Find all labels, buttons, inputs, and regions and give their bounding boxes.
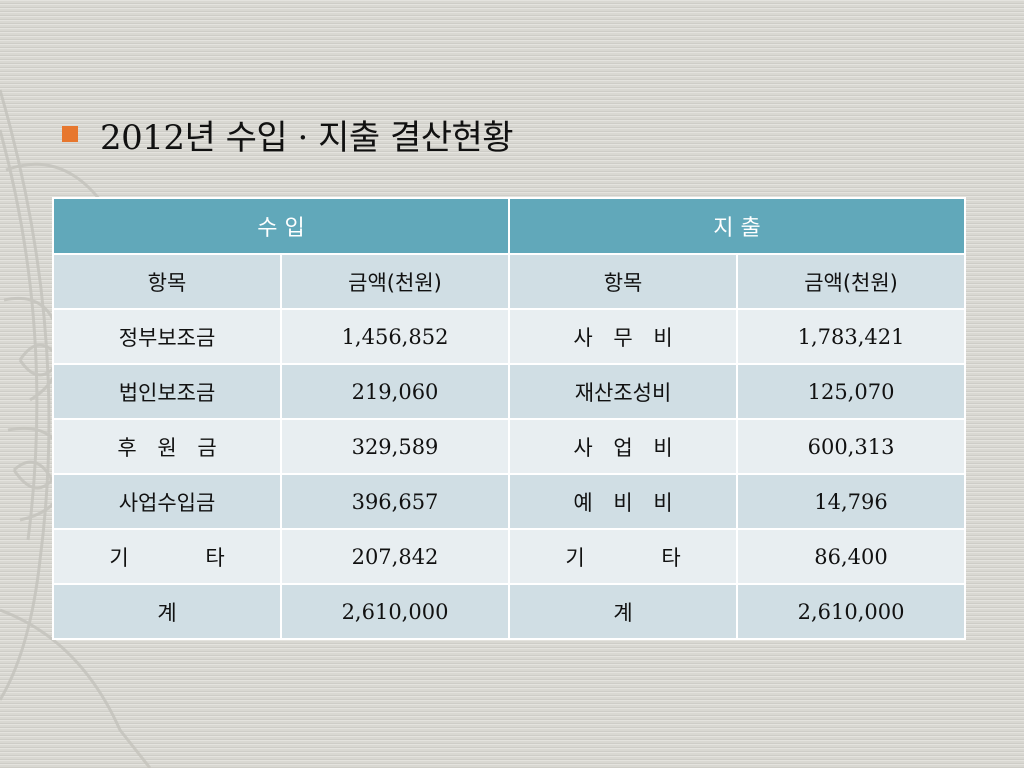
expense-total-label: 계 [508, 583, 739, 640]
table-row: 후 원 금 329,589 사 업 비 600,313 [52, 418, 967, 475]
slide-title: 2012년 수입 · 지출 결산현황 [62, 106, 514, 162]
expense-amount: 1,783,421 [736, 308, 967, 365]
income-item: 후 원 금 [52, 418, 282, 475]
expense-amount: 125,070 [736, 363, 967, 420]
square-bullet-icon [62, 126, 78, 142]
expense-item: 사 업 비 [508, 418, 739, 475]
income-item: 법인보조금 [52, 363, 282, 420]
expense-item: 예 비 비 [508, 473, 739, 530]
income-amount: 1,456,852 [279, 308, 511, 365]
expense-amount: 14,796 [736, 473, 967, 530]
expense-item: 재산조성비 [508, 363, 739, 420]
income-header: 수 입 [51, 197, 511, 255]
section-header-row: 수 입 지 출 [51, 197, 967, 255]
table-row: 법인보조금 219,060 재산조성비 125,070 [52, 363, 967, 420]
slide-title-text: 2012년 수입 · 지출 결산현황 [100, 117, 514, 158]
table-row: 정부보조금 1,456,852 사 무 비 1,783,421 [52, 308, 967, 365]
income-item: 사업수입금 [52, 473, 282, 530]
budget-table: 수 입 지 출 항목 금액(천원) 항목 금액(천원) 정부보조금 1,456,… [51, 197, 967, 640]
expense-amount-col-header: 금액(천원) [736, 253, 967, 310]
income-amount-col-header: 금액(천원) [279, 253, 511, 310]
column-header-row: 항목 금액(천원) 항목 금액(천원) [52, 253, 967, 310]
income-item: 기 타 [52, 528, 282, 585]
table-row: 기 타 207,842 기 타 86,400 [52, 528, 967, 585]
expense-header: 지 출 [508, 197, 967, 255]
expense-total-amount: 2,610,000 [736, 583, 967, 640]
total-row: 계 2,610,000 계 2,610,000 [52, 583, 967, 640]
income-item-col-header: 항목 [52, 253, 282, 310]
expense-item: 기 타 [508, 528, 739, 585]
expense-amount: 86,400 [736, 528, 967, 585]
income-amount: 219,060 [279, 363, 511, 420]
income-amount: 329,589 [279, 418, 511, 475]
income-total-label: 계 [52, 583, 282, 640]
income-amount: 396,657 [279, 473, 511, 530]
income-item: 정부보조금 [52, 308, 282, 365]
expense-item-col-header: 항목 [508, 253, 739, 310]
table-row: 사업수입금 396,657 예 비 비 14,796 [52, 473, 967, 530]
income-total-amount: 2,610,000 [279, 583, 511, 640]
income-amount: 207,842 [279, 528, 511, 585]
expense-amount: 600,313 [736, 418, 967, 475]
expense-item: 사 무 비 [508, 308, 739, 365]
